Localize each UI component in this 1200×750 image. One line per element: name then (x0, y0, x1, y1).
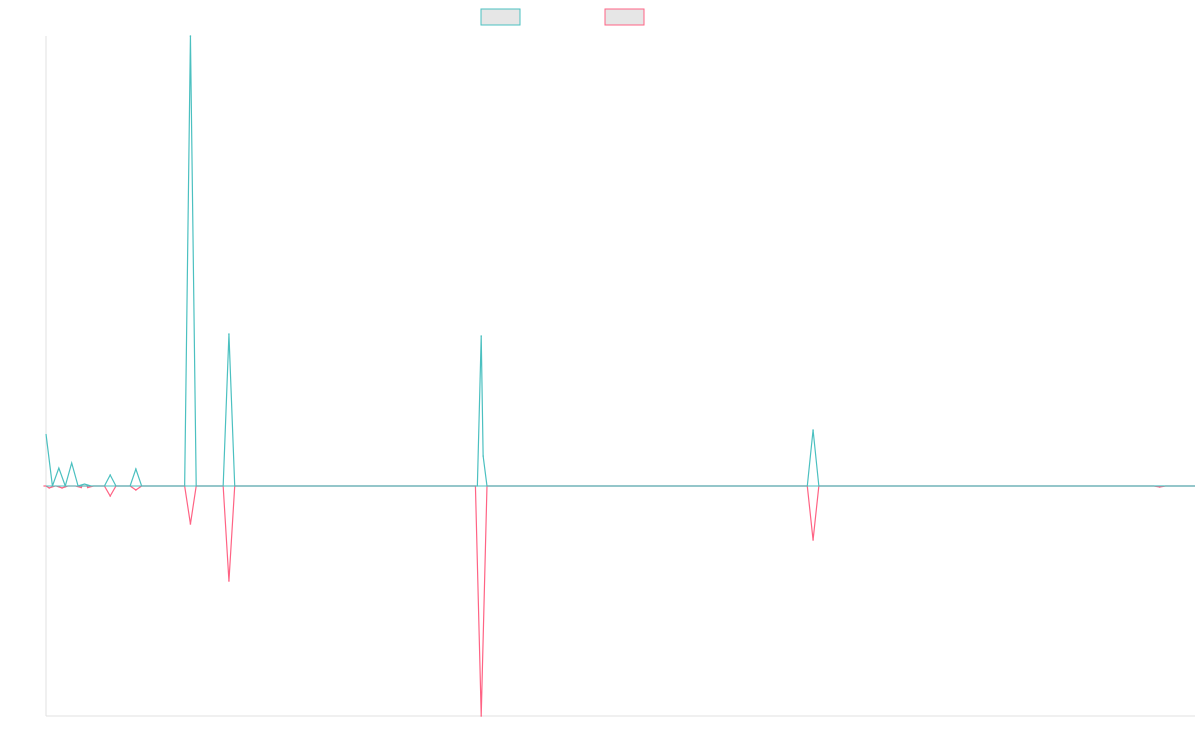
axes (45, 36, 1195, 717)
series-1-point-4 (228, 333, 230, 335)
series-1-line (45, 35, 1195, 488)
series-1-point-2 (135, 468, 137, 470)
plot-area (43, 35, 1195, 717)
series-1-point-3 (189, 35, 192, 37)
legend-swatch-2 (604, 8, 645, 26)
legend (480, 8, 645, 26)
series-1-point-5 (480, 335, 483, 337)
series-1-point-6 (482, 455, 484, 457)
series-2-point-7 (189, 523, 192, 525)
series-2-point-1 (48, 487, 51, 489)
series-1-point-7 (812, 429, 814, 431)
series-2-point-9 (480, 715, 483, 717)
series-2-point-4 (86, 486, 89, 489)
series-2-line (43, 485, 1195, 717)
series-2-point-3 (80, 486, 83, 489)
series-1-point-1 (109, 474, 111, 476)
series-2-point-8 (228, 580, 230, 582)
legend-swatch-1 (480, 8, 521, 26)
series-2-point-10 (812, 539, 814, 541)
series-2-point-5 (109, 495, 111, 497)
series-2-point-2 (61, 487, 63, 489)
series-2-point-6 (135, 489, 137, 491)
series-2-point-11 (1158, 486, 1161, 488)
